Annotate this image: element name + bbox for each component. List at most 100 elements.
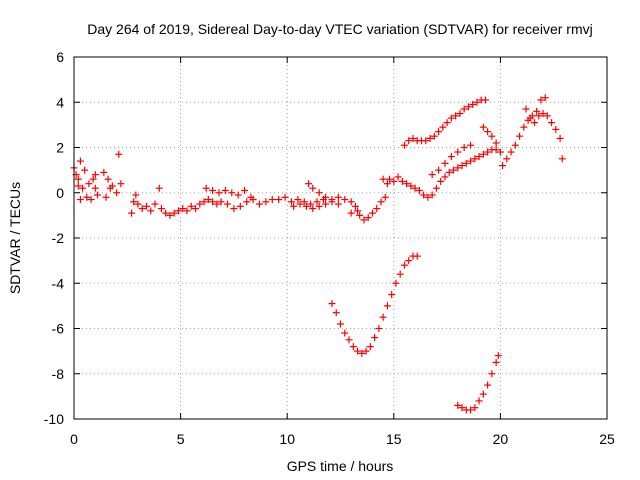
data-point bbox=[390, 177, 398, 185]
y-tick-label: -4 bbox=[52, 275, 65, 291]
data-point bbox=[230, 205, 238, 213]
data-point bbox=[488, 370, 496, 378]
data-point bbox=[473, 98, 481, 106]
data-point bbox=[398, 177, 406, 185]
data-point bbox=[155, 184, 163, 192]
data-point bbox=[200, 198, 208, 206]
data-point bbox=[537, 96, 545, 104]
data-point bbox=[209, 198, 217, 206]
y-tick-label: 2 bbox=[56, 140, 64, 156]
data-point bbox=[224, 200, 232, 208]
data-point bbox=[496, 148, 504, 156]
data-point bbox=[74, 182, 82, 190]
data-point bbox=[371, 334, 379, 342]
data-point bbox=[520, 123, 528, 131]
data-point bbox=[469, 101, 477, 109]
data-point bbox=[471, 404, 479, 412]
data-point bbox=[533, 107, 541, 115]
x-tick-label: 15 bbox=[386, 431, 402, 447]
x-tick-label: 25 bbox=[599, 431, 615, 447]
data-point bbox=[409, 134, 417, 142]
data-point bbox=[464, 103, 472, 111]
data-point bbox=[215, 189, 223, 197]
data-point bbox=[552, 125, 560, 133]
data-point bbox=[426, 134, 434, 142]
x-axis-label: GPS time / hours bbox=[287, 458, 394, 474]
data-point bbox=[379, 313, 387, 321]
data-point bbox=[249, 196, 257, 204]
data-point bbox=[471, 155, 479, 163]
data-point bbox=[354, 207, 362, 215]
data-point bbox=[484, 381, 492, 389]
data-point bbox=[503, 155, 511, 163]
data-point bbox=[76, 157, 84, 165]
data-point bbox=[290, 202, 298, 210]
data-point bbox=[236, 202, 244, 210]
data-point bbox=[405, 257, 413, 265]
data-point bbox=[539, 110, 547, 118]
data-point bbox=[113, 189, 121, 197]
data-point bbox=[166, 211, 174, 219]
data-point bbox=[347, 209, 355, 217]
data-point bbox=[93, 191, 101, 199]
data-point bbox=[447, 153, 455, 161]
data-point bbox=[217, 198, 225, 206]
data-point bbox=[162, 209, 170, 217]
data-point bbox=[386, 175, 394, 183]
data-point bbox=[196, 200, 204, 208]
data-point bbox=[170, 209, 178, 217]
data-point bbox=[85, 180, 93, 188]
data-point bbox=[375, 325, 383, 332]
data-point bbox=[213, 200, 221, 208]
data-point bbox=[394, 173, 402, 181]
data-point bbox=[228, 189, 236, 197]
data-point bbox=[309, 205, 317, 213]
data-point bbox=[403, 180, 411, 188]
data-point bbox=[479, 150, 487, 158]
data-point bbox=[392, 279, 400, 287]
y-tick-label: 6 bbox=[56, 49, 64, 65]
data-point bbox=[104, 175, 112, 183]
data-point bbox=[428, 171, 436, 179]
data-point bbox=[447, 114, 455, 122]
data-point bbox=[362, 347, 370, 355]
data-point bbox=[354, 347, 362, 355]
data-point bbox=[322, 200, 330, 208]
data-point bbox=[347, 198, 355, 206]
data-point bbox=[81, 166, 89, 174]
data-point bbox=[479, 123, 487, 131]
grid bbox=[74, 57, 607, 419]
data-point bbox=[492, 146, 500, 154]
data-point bbox=[377, 198, 385, 206]
data-point bbox=[287, 198, 295, 206]
data-point bbox=[147, 207, 155, 215]
data-point bbox=[209, 186, 217, 194]
data-point bbox=[360, 216, 368, 224]
data-point bbox=[132, 191, 140, 199]
data-point bbox=[294, 196, 302, 204]
plot-frame bbox=[73, 56, 608, 420]
data-point bbox=[435, 166, 443, 174]
data-point bbox=[91, 171, 99, 179]
data-point bbox=[548, 119, 556, 127]
data-point bbox=[492, 139, 500, 147]
data-point bbox=[415, 186, 423, 194]
data-point bbox=[351, 202, 359, 210]
data-point bbox=[467, 406, 475, 414]
data-point bbox=[117, 180, 125, 188]
data-point bbox=[268, 196, 276, 204]
data-point bbox=[332, 309, 340, 317]
x-tick-label: 10 bbox=[279, 431, 295, 447]
data-point bbox=[74, 175, 82, 183]
data-point bbox=[484, 148, 492, 156]
data-point bbox=[475, 397, 483, 405]
data-point bbox=[192, 205, 200, 213]
data-point bbox=[452, 112, 460, 120]
data-point bbox=[341, 196, 349, 204]
data-point bbox=[420, 191, 428, 199]
data-point bbox=[441, 159, 449, 167]
data-point bbox=[424, 193, 432, 201]
data-point bbox=[334, 200, 342, 208]
data-point bbox=[204, 196, 212, 204]
data-point bbox=[484, 128, 492, 136]
